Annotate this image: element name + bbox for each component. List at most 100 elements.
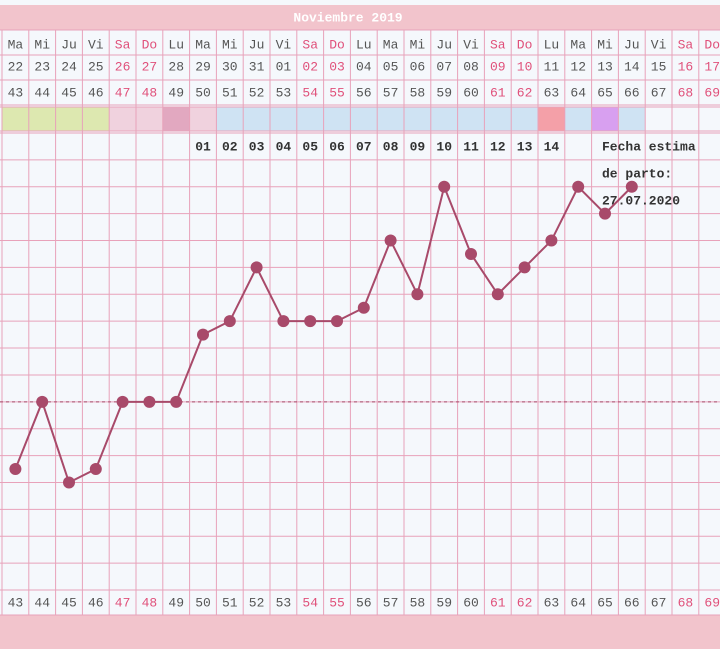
phase-cell	[457, 107, 485, 131]
weekday-label: Lu	[544, 37, 560, 52]
temperature-point	[143, 395, 156, 408]
phase-cell	[296, 107, 324, 131]
temperature-point	[223, 315, 236, 328]
weekday-label: Ju	[624, 37, 640, 52]
date-label: 11	[544, 59, 560, 74]
cycle-day-label: 58	[410, 595, 426, 610]
temperature-point	[625, 180, 638, 193]
phase-cell	[55, 107, 83, 131]
temperature-point	[277, 315, 290, 328]
temperature-point	[465, 247, 477, 260]
date-label: 13	[597, 59, 613, 74]
cycle-day-label: 69	[704, 595, 720, 610]
cycle-day-label: 63	[544, 595, 560, 610]
cycle-day-label: 61	[490, 595, 506, 610]
weekday-label: Mi	[222, 37, 238, 52]
date-label: 04	[356, 59, 372, 74]
phase-cell	[430, 107, 458, 131]
cycle-day-label: 68	[678, 595, 694, 610]
dpo-label: 14	[544, 139, 560, 154]
phase-cell	[323, 107, 351, 131]
temperature-point	[116, 395, 129, 408]
weekday-label: Ma	[8, 37, 24, 52]
due-date-note: Fecha estima	[602, 139, 696, 154]
cycle-day-label: 45	[61, 85, 77, 100]
cycle-day-label: 69	[704, 85, 720, 100]
cycle-day-label: 52	[249, 595, 265, 610]
temperature-point	[36, 395, 49, 408]
cycle-day-label: 60	[463, 85, 479, 100]
temperature-point	[599, 207, 611, 220]
weekday-label: Sa	[490, 37, 506, 52]
weekday-label: Mi	[34, 37, 50, 52]
cycle-day-label: 52	[249, 85, 265, 100]
cycle-day-label: 46	[88, 595, 104, 610]
date-label: 27	[142, 59, 158, 74]
cycle-day-label: 59	[436, 85, 452, 100]
weekday-label: Ju	[436, 37, 452, 52]
cycle-day-label: 43	[8, 595, 24, 610]
phase-cell	[162, 107, 190, 131]
weekday-label: Sa	[115, 37, 131, 52]
dpo-label: 13	[517, 139, 533, 154]
cycle-day-label: 51	[222, 595, 238, 610]
weekday-label: Sa	[678, 37, 694, 52]
weekday-label: Vi	[276, 37, 292, 52]
cycle-day-label: 57	[383, 85, 399, 100]
date-label: 05	[383, 59, 399, 74]
weekday-label: Lu	[168, 37, 184, 52]
cycle-day-label: 55	[329, 85, 345, 100]
phase-cell	[618, 107, 646, 131]
weekday-label: Ma	[383, 37, 399, 52]
dpo-label: 08	[383, 139, 399, 154]
cycle-day-label: 63	[544, 85, 560, 100]
weekday-label: Ma	[195, 37, 211, 52]
cycle-day-label: 48	[142, 85, 158, 100]
date-label: 02	[302, 59, 318, 74]
cycle-day-label: 57	[383, 595, 399, 610]
weekday-label: Vi	[651, 37, 667, 52]
chart-title: Noviembre 2019	[293, 10, 402, 25]
cycle-day-label: 61	[490, 85, 506, 100]
weekday-label: Do	[329, 37, 345, 52]
temperature-point	[357, 301, 370, 314]
cycle-day-label: 47	[115, 595, 131, 610]
cycle-day-label: 54	[302, 85, 318, 100]
cycle-day-label: 56	[356, 595, 372, 610]
date-label: 06	[410, 59, 426, 74]
phase-cell	[538, 107, 565, 131]
phase-cell	[189, 107, 217, 131]
weekday-label: Do	[142, 37, 158, 52]
temperature-point	[545, 234, 558, 247]
cycle-day-label: 49	[168, 595, 184, 610]
temperature-point	[411, 288, 424, 301]
cycle-day-label: 66	[624, 85, 640, 100]
date-label: 01	[276, 59, 292, 74]
cycle-day-label: 50	[195, 595, 211, 610]
cycle-day-label: 62	[517, 595, 533, 610]
temperature-point	[9, 463, 22, 476]
cycle-day-label: 53	[276, 85, 292, 100]
date-label: 26	[115, 59, 131, 74]
date-label: 24	[61, 59, 77, 74]
cycle-day-label: 48	[142, 595, 158, 610]
weekday-label: Mi	[597, 37, 613, 52]
due-date-note: de parto:	[602, 166, 672, 181]
date-label: 14	[624, 59, 640, 74]
cycle-day-label: 56	[356, 85, 372, 100]
phase-cell	[216, 107, 244, 131]
temperature-point	[518, 261, 531, 274]
phase-cell	[484, 107, 512, 131]
cycle-day-label: 67	[651, 595, 667, 610]
weekday-label: Do	[517, 37, 533, 52]
dpo-label: 05	[302, 139, 318, 154]
cycle-day-label: 60	[463, 595, 479, 610]
date-label: 09	[490, 59, 506, 74]
dpo-label: 07	[356, 139, 372, 154]
weekday-label: Do	[704, 37, 720, 52]
phase-cell	[2, 107, 29, 131]
date-label: 31	[249, 59, 265, 74]
footer-band	[0, 615, 720, 649]
cycle-day-label: 46	[88, 85, 104, 100]
phase-cell	[270, 107, 297, 131]
